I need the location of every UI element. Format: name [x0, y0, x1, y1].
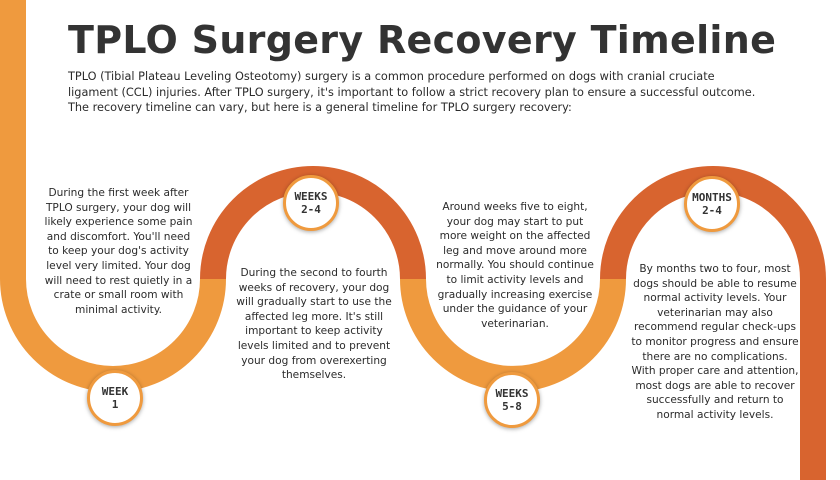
badge-weeks-5-8-range: 5-8 — [502, 400, 522, 413]
step-months-2-4-text: By months two to four, most dogs should … — [631, 263, 799, 421]
intro-paragraph: TPLO (Tibial Plateau Leveling Osteotomy)… — [68, 70, 756, 114]
step-weeks-5-8-text: Around weeks five to eight, your dog may… — [436, 201, 594, 330]
page-title: TPLO Surgery Recovery Timeline — [68, 18, 777, 62]
badge-week-1-number: 1 — [111, 398, 119, 411]
badge-weeks-2-4-label: WEEKS — [294, 190, 328, 203]
badge-week-1: WEEK 1 — [87, 370, 143, 426]
badge-weeks-2-4: WEEKS 2-4 — [283, 175, 339, 231]
badge-weeks-5-8-label: WEEKS — [495, 387, 529, 400]
badge-months-2-4-range: 2-4 — [702, 204, 722, 217]
step-weeks-2-4-text: During the second to fourth weeks of rec… — [236, 267, 392, 382]
badge-weeks-2-4-range: 2-4 — [301, 203, 321, 216]
badge-week-1-label: WEEK — [101, 385, 129, 398]
badge-weeks-5-8: WEEKS 5-8 — [484, 372, 540, 428]
step-week-1-text: During the first week after TPLO surgery… — [44, 187, 193, 316]
badge-months-2-4-label: MONTHS — [692, 191, 732, 204]
badge-months-2-4: MONTHS 2-4 — [684, 176, 740, 232]
